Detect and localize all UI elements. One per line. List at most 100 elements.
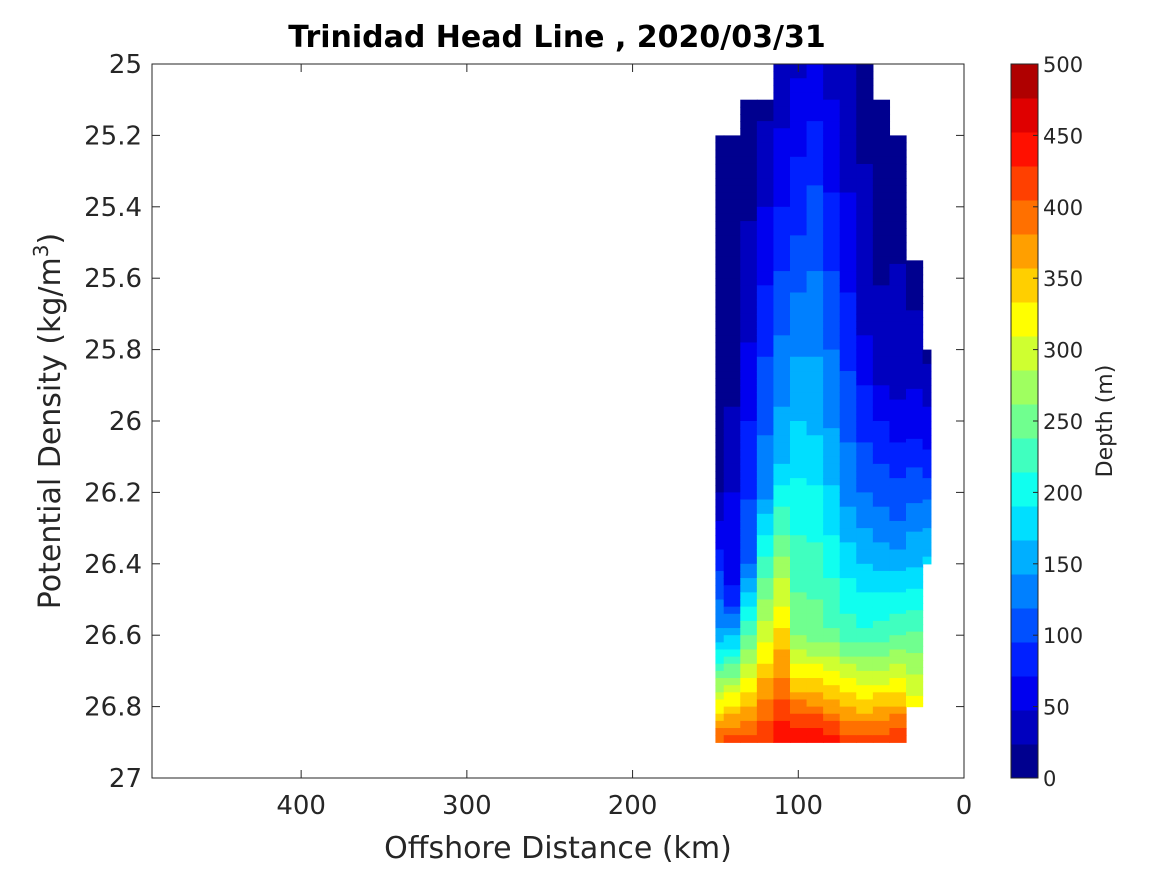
contour-cell [872, 528, 891, 536]
contour-cell [856, 328, 874, 336]
contour-cell [756, 335, 775, 344]
contour-cell [723, 513, 741, 522]
contour-cell [790, 171, 808, 179]
contour-cell [790, 692, 808, 701]
contour-cell [773, 64, 791, 72]
contour-cell [889, 256, 907, 265]
contour-cell [773, 713, 791, 722]
contour-cell [872, 456, 891, 465]
contour-cell [906, 381, 924, 390]
contour-cell [715, 463, 725, 472]
contour-cell [889, 149, 907, 158]
contour-cell [790, 363, 808, 372]
contour-cell [872, 728, 891, 736]
x-tick-label: 300 [442, 791, 492, 821]
contour-cell [889, 478, 907, 486]
contour-cell [773, 263, 791, 272]
contour-cell [715, 635, 725, 643]
contour-cell [906, 346, 924, 354]
contour-cell [715, 406, 725, 415]
contour-cell [872, 499, 891, 508]
contour-cell [806, 563, 824, 572]
contour-cell [773, 628, 791, 636]
contour-cell [856, 249, 874, 258]
contour-cell [889, 178, 907, 186]
contour-cell [773, 592, 791, 601]
contour-cell [839, 228, 857, 236]
contour-cell [740, 728, 758, 736]
contour-cell [740, 628, 758, 636]
contour-cell [872, 228, 891, 236]
contour-cell [889, 378, 907, 386]
contour-cell [756, 263, 775, 272]
colorbar-band [1011, 370, 1038, 405]
contour-cell [715, 478, 725, 486]
contour-cell [773, 685, 791, 693]
contour-cell [740, 549, 758, 558]
contour-cell [773, 720, 791, 729]
contour-cell [790, 720, 808, 729]
contour-cell [740, 149, 758, 158]
contour-cell [889, 449, 907, 458]
contour-cell [856, 592, 874, 601]
contour-cell [823, 535, 841, 543]
colorbar-band [1011, 608, 1038, 643]
contour-cell [773, 635, 791, 643]
contour-cell [806, 413, 824, 422]
colorbar-tick-label: 400 [1043, 196, 1083, 220]
contour-cell [856, 678, 874, 686]
contour-cell [790, 106, 808, 115]
contour-cell [790, 206, 808, 215]
contour-cell [823, 449, 841, 458]
contour-cell [856, 506, 874, 515]
contour-cell [723, 271, 741, 279]
contour-cell [889, 428, 907, 436]
contour-cell [906, 481, 924, 490]
contour-cell [756, 728, 775, 736]
contour-cell [839, 570, 857, 579]
contour-cell [806, 585, 824, 593]
contour-cell [856, 499, 874, 508]
contour-cell [773, 363, 791, 372]
contour-cell [773, 78, 791, 87]
contour-cell [823, 528, 841, 536]
contour-cell [715, 171, 725, 179]
contour-cell [872, 692, 891, 701]
contour-cell [906, 510, 924, 518]
contour-cell [839, 506, 857, 515]
contour-cell [740, 285, 758, 294]
contour-cell [823, 470, 841, 479]
contour-cell [823, 349, 841, 358]
contour-cell [773, 435, 791, 444]
contour-cell [740, 599, 758, 608]
contour-cell [756, 385, 775, 394]
contour-cell [839, 563, 857, 572]
contour-cell [872, 363, 891, 372]
contour-cell [715, 313, 725, 322]
contour-cell [856, 263, 874, 272]
contour-cell [790, 620, 808, 629]
contour-cell [823, 142, 841, 151]
contour-cell [773, 428, 791, 436]
contour-cell [922, 506, 932, 515]
contour-cell [823, 649, 841, 658]
contour-cell [806, 199, 824, 208]
contour-cell [823, 485, 841, 493]
contour-cell [790, 635, 808, 643]
contour-cell [806, 663, 824, 672]
contour-cell [790, 413, 808, 422]
contour-cell [723, 628, 741, 636]
contour-cell [823, 306, 841, 315]
contour-cell [740, 192, 758, 201]
contour-cell [790, 470, 808, 479]
contour-cell [823, 720, 841, 729]
contour-cell [773, 371, 791, 379]
contour-cell [773, 299, 791, 308]
contour-cell [823, 192, 841, 201]
contour-cell [889, 578, 907, 586]
contour-cell [922, 478, 932, 486]
contour-cell [839, 71, 857, 79]
contour-cell [806, 442, 824, 451]
colorbar-band [1011, 676, 1038, 711]
contour-cell [773, 456, 791, 465]
